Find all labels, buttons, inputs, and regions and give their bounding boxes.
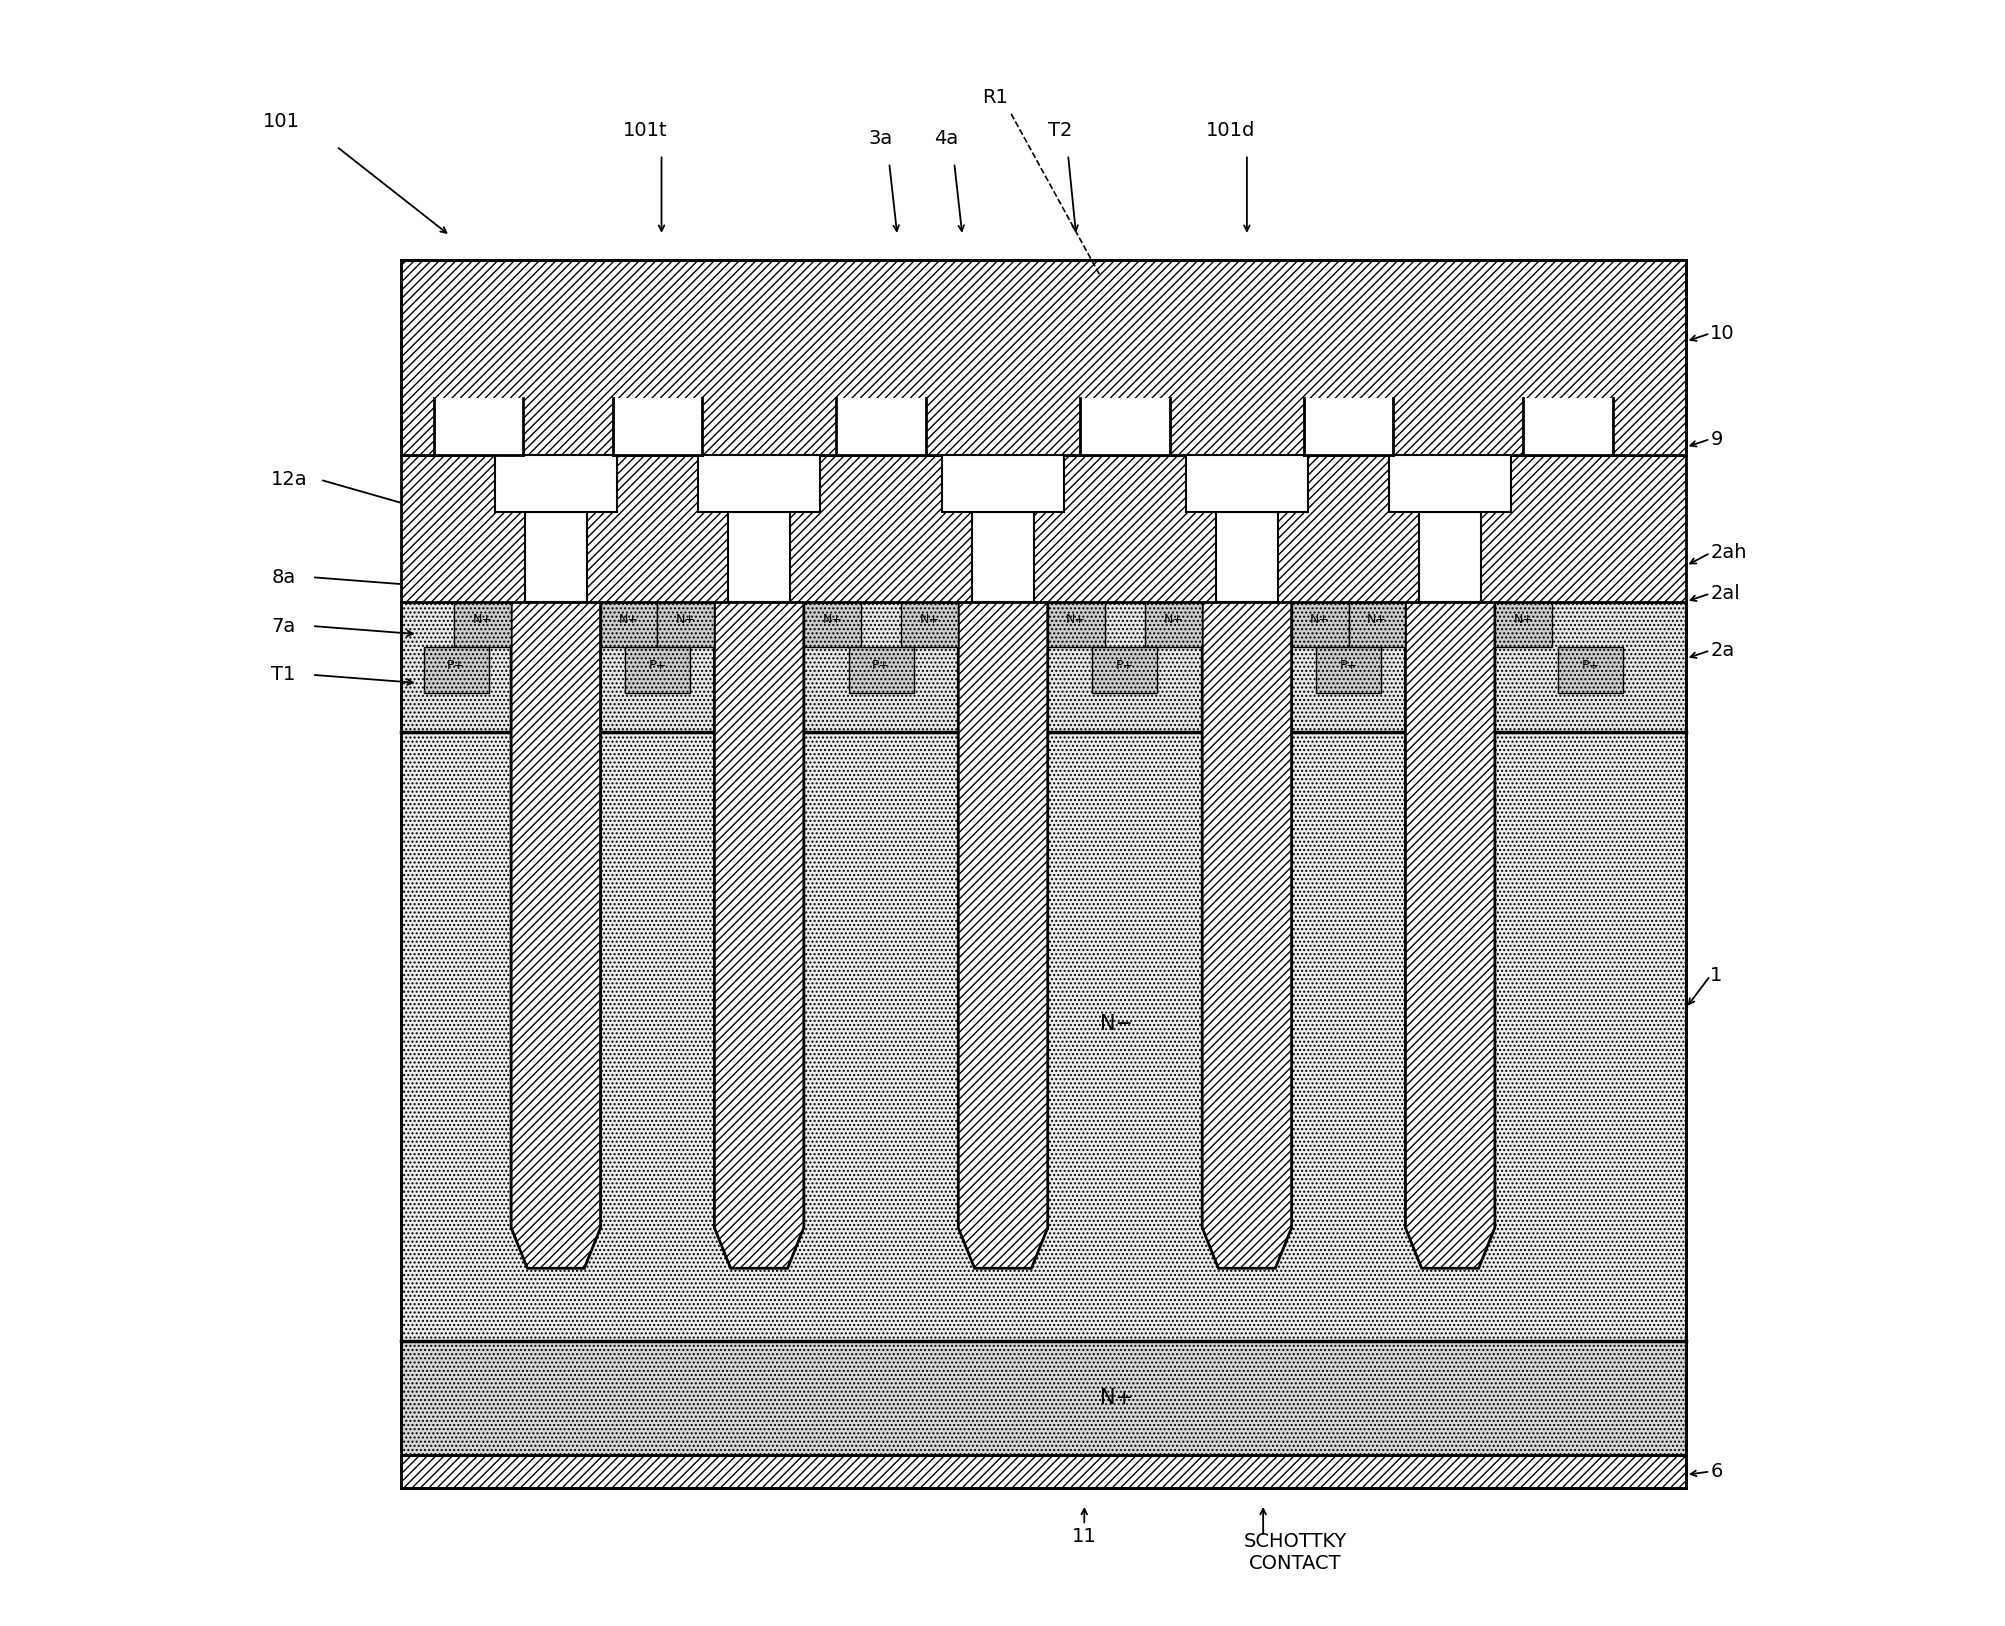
Text: T2: T2 bbox=[1047, 120, 1071, 140]
Polygon shape bbox=[728, 512, 790, 602]
Polygon shape bbox=[599, 602, 658, 647]
Text: N+: N+ bbox=[1163, 613, 1183, 626]
Polygon shape bbox=[401, 1455, 1684, 1488]
Text: 7a: 7a bbox=[271, 616, 295, 636]
Polygon shape bbox=[1494, 602, 1552, 647]
Polygon shape bbox=[958, 602, 1047, 1268]
Text: P+: P+ bbox=[1115, 659, 1133, 672]
Polygon shape bbox=[1047, 602, 1105, 647]
Text: 12a: 12a bbox=[271, 470, 309, 489]
Polygon shape bbox=[433, 398, 523, 455]
Text: P+: P+ bbox=[648, 659, 666, 672]
Polygon shape bbox=[401, 1341, 1684, 1455]
Text: N+: N+ bbox=[1099, 1389, 1133, 1408]
Polygon shape bbox=[1185, 455, 1307, 512]
Text: N+: N+ bbox=[473, 613, 493, 626]
Polygon shape bbox=[401, 260, 1684, 455]
Text: N−: N− bbox=[1101, 1015, 1133, 1034]
Text: N+: N+ bbox=[822, 613, 842, 626]
Polygon shape bbox=[495, 455, 616, 512]
Polygon shape bbox=[1201, 602, 1291, 1268]
Text: 1: 1 bbox=[1710, 966, 1722, 985]
Text: 101t: 101t bbox=[624, 120, 668, 140]
Polygon shape bbox=[1347, 602, 1406, 647]
Polygon shape bbox=[1315, 647, 1379, 693]
Polygon shape bbox=[714, 602, 804, 1268]
Polygon shape bbox=[1215, 512, 1277, 602]
Polygon shape bbox=[804, 602, 860, 647]
Text: N+: N+ bbox=[1309, 613, 1329, 626]
Polygon shape bbox=[658, 602, 714, 647]
Text: N+: N+ bbox=[920, 613, 940, 626]
Text: N+: N+ bbox=[620, 613, 640, 626]
Text: 2a: 2a bbox=[1710, 641, 1734, 660]
Polygon shape bbox=[900, 602, 958, 647]
Text: N+: N+ bbox=[676, 613, 696, 626]
Polygon shape bbox=[401, 602, 1684, 732]
Text: N+: N+ bbox=[1365, 613, 1385, 626]
Text: P+: P+ bbox=[447, 659, 465, 672]
Polygon shape bbox=[401, 455, 1684, 602]
Polygon shape bbox=[1291, 602, 1347, 647]
Text: 101d: 101d bbox=[1205, 120, 1255, 140]
Polygon shape bbox=[612, 398, 702, 455]
Text: P+: P+ bbox=[1580, 659, 1598, 672]
Text: T1: T1 bbox=[271, 665, 295, 685]
Text: P: P bbox=[1111, 657, 1123, 676]
Polygon shape bbox=[1420, 512, 1480, 602]
Polygon shape bbox=[1558, 647, 1622, 693]
Polygon shape bbox=[1522, 398, 1612, 455]
Polygon shape bbox=[1303, 398, 1393, 455]
Polygon shape bbox=[1093, 647, 1157, 693]
Text: SCHOTTKY
CONTACT: SCHOTTKY CONTACT bbox=[1243, 1532, 1347, 1574]
Polygon shape bbox=[525, 512, 585, 602]
Text: 3a: 3a bbox=[868, 128, 892, 148]
Text: R1: R1 bbox=[980, 88, 1007, 107]
Polygon shape bbox=[698, 455, 820, 512]
Text: 10: 10 bbox=[1710, 324, 1734, 343]
Polygon shape bbox=[942, 455, 1063, 512]
Polygon shape bbox=[972, 512, 1033, 602]
Polygon shape bbox=[423, 647, 489, 693]
Text: 8a: 8a bbox=[271, 567, 295, 587]
Text: P+: P+ bbox=[1339, 659, 1357, 672]
Polygon shape bbox=[626, 647, 690, 693]
Polygon shape bbox=[453, 602, 511, 647]
Polygon shape bbox=[1145, 602, 1201, 647]
Polygon shape bbox=[848, 647, 912, 693]
Text: P+: P+ bbox=[872, 659, 890, 672]
Polygon shape bbox=[511, 602, 599, 1268]
Polygon shape bbox=[1081, 398, 1169, 455]
Text: 2ah: 2ah bbox=[1710, 543, 1746, 563]
Text: N+: N+ bbox=[1065, 613, 1085, 626]
Text: 2al: 2al bbox=[1710, 584, 1738, 603]
Text: 101: 101 bbox=[263, 112, 301, 132]
Text: 11: 11 bbox=[1071, 1527, 1097, 1546]
Text: 4a: 4a bbox=[934, 128, 958, 148]
Text: N+: N+ bbox=[1512, 613, 1532, 626]
Polygon shape bbox=[401, 732, 1684, 1341]
Polygon shape bbox=[836, 398, 924, 455]
Polygon shape bbox=[1389, 455, 1510, 512]
Polygon shape bbox=[1406, 602, 1494, 1268]
Text: 9: 9 bbox=[1710, 429, 1722, 449]
Text: 6: 6 bbox=[1710, 1462, 1722, 1481]
